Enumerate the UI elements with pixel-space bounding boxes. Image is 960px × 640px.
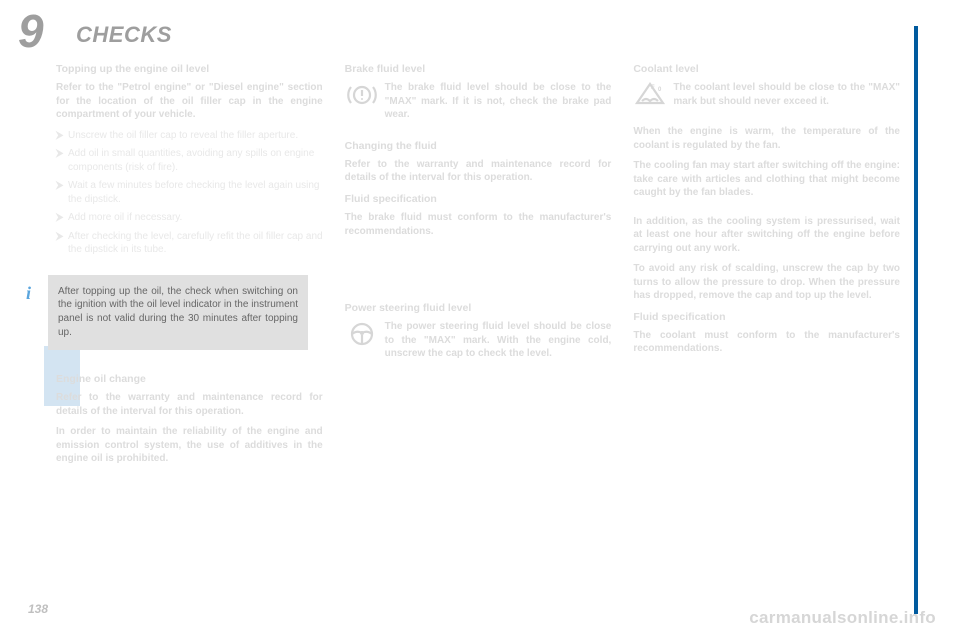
- oil-change-p2: In order to maintain the reliability of …: [56, 425, 323, 466]
- info-tip-box: i After topping up the oil, the check wh…: [48, 275, 308, 350]
- coolant-heading: Coolant level: [633, 62, 900, 76]
- chapter-title: CHECKS: [76, 22, 172, 48]
- brake-fluid-heading: Brake fluid level: [345, 62, 612, 76]
- bullet-item: ⮞ Wait a few minutes before checking the…: [56, 179, 323, 206]
- coolant-spec-text: The coolant must conform to the manufact…: [633, 329, 900, 356]
- coolant-p4: To avoid any risk of scalding, unscrew t…: [633, 262, 900, 303]
- coolant-p2: The cooling fan may start after switchin…: [633, 159, 900, 200]
- tip-text: After topping up the oil, the check when…: [58, 286, 298, 338]
- oil-change-p1: Refer to the warranty and maintenance re…: [56, 391, 323, 418]
- brake-warning-icon: [345, 81, 379, 109]
- coolant-spec-heading: Fluid specification: [633, 310, 900, 324]
- column-3: Coolant level F 0 The coolant level shou…: [633, 62, 900, 600]
- arrow-icon: ⮞: [56, 147, 68, 174]
- power-steering-heading: Power steering fluid level: [345, 301, 612, 315]
- bullet-item: ⮞ Add more oil if necessary.: [56, 211, 323, 225]
- bullet-text: After checking the level, carefully refi…: [68, 230, 323, 257]
- steering-wheel-icon: [345, 320, 379, 348]
- bullet-text: Add oil in small quantities, avoiding an…: [68, 147, 323, 174]
- svg-text:F: F: [651, 85, 655, 91]
- coolant-p1: When the engine is warm, the temperature…: [633, 125, 900, 152]
- bullet-text: Unscrew the oil filler cap to reveal the…: [68, 129, 323, 143]
- coolant-p3: In addition, as the cooling system is pr…: [633, 215, 900, 256]
- oil-change-heading: Engine oil change: [56, 372, 323, 386]
- topping-up-intro: Refer to the "Petrol engine" or "Diesel …: [56, 81, 323, 122]
- arrow-icon: ⮞: [56, 211, 68, 225]
- arrow-icon: ⮞: [56, 129, 68, 143]
- changing-fluid-text: Refer to the warranty and maintenance re…: [345, 158, 612, 185]
- page-number: 138: [28, 602, 48, 616]
- changing-fluid-heading: Changing the fluid: [345, 139, 612, 153]
- topping-up-heading: Topping up the engine oil level: [56, 62, 323, 76]
- manual-book-icon: F 0: [633, 81, 667, 109]
- power-steering-row: The power steering fluid level should be…: [345, 320, 612, 368]
- info-icon: i: [26, 281, 31, 306]
- coolant-text: The coolant level should be close to the…: [673, 81, 900, 108]
- bullet-text: Add more oil if necessary.: [68, 211, 323, 225]
- brake-fluid-row: The brake fluid level should be close to…: [345, 81, 612, 129]
- manual-page: 9 CHECKS Topping up the engine oil level…: [44, 26, 918, 614]
- column-2: Brake fluid level The brake fluid level …: [345, 62, 612, 600]
- bullet-item: ⮞ After checking the level, carefully re…: [56, 230, 323, 257]
- content-grid: Topping up the engine oil level Refer to…: [56, 62, 900, 600]
- coolant-row: F 0 The coolant level should be close to…: [633, 81, 900, 115]
- watermark-text: carmanualsonline.info: [749, 608, 936, 628]
- bullet-item: ⮞ Add oil in small quantities, avoiding …: [56, 147, 323, 174]
- power-steering-text: The power steering fluid level should be…: [385, 320, 612, 361]
- svg-text:0: 0: [658, 87, 662, 93]
- bullet-text: Wait a few minutes before checking the l…: [68, 179, 323, 206]
- arrow-icon: ⮞: [56, 230, 68, 257]
- chapter-number: 9: [18, 4, 44, 58]
- column-1: Topping up the engine oil level Refer to…: [56, 62, 323, 600]
- brake-fluid-text: The brake fluid level should be close to…: [385, 81, 612, 122]
- bullet-item: ⮞ Unscrew the oil filler cap to reveal t…: [56, 129, 323, 143]
- fluid-spec-heading: Fluid specification: [345, 192, 612, 206]
- fluid-spec-text: The brake fluid must conform to the manu…: [345, 211, 612, 238]
- arrow-icon: ⮞: [56, 179, 68, 206]
